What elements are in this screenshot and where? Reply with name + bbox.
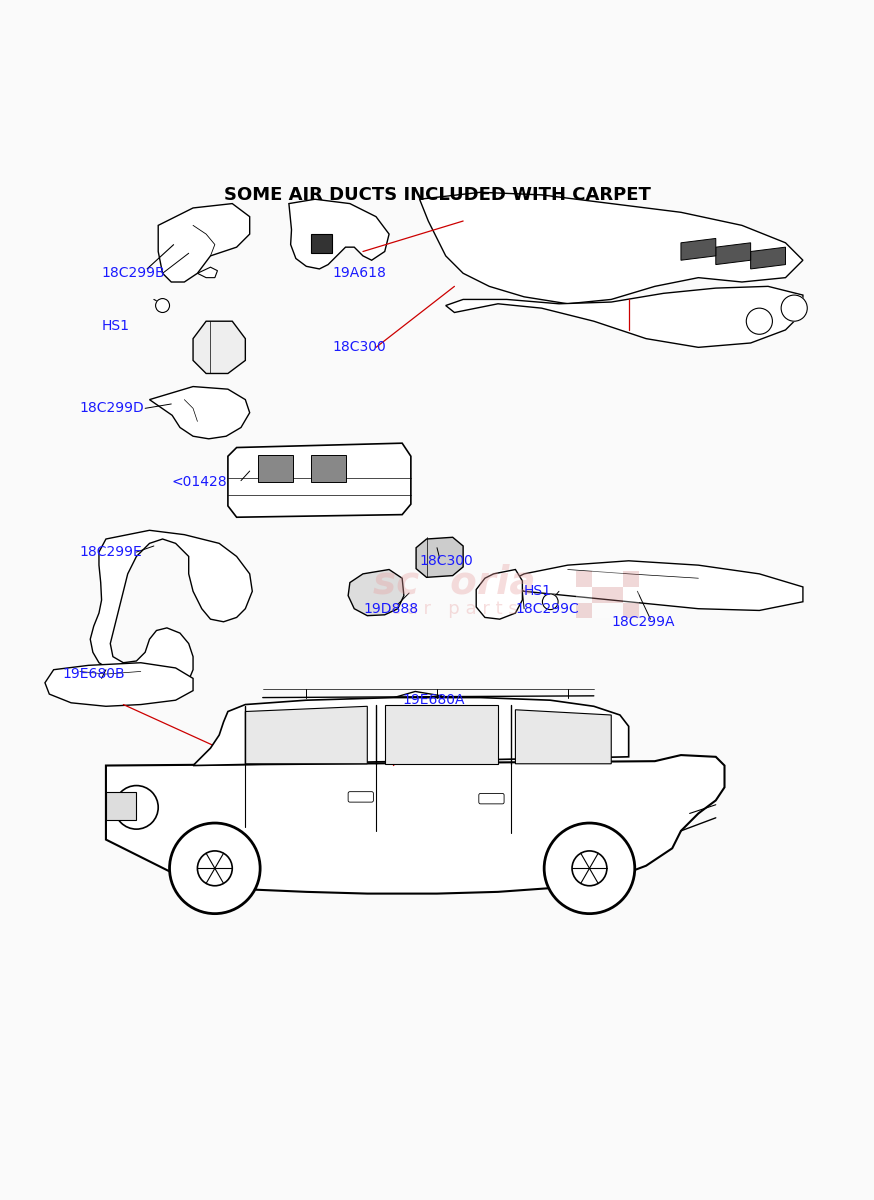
- Polygon shape: [289, 199, 389, 269]
- Circle shape: [156, 299, 170, 312]
- Text: 18C300: 18C300: [332, 341, 386, 354]
- FancyBboxPatch shape: [576, 587, 592, 602]
- FancyBboxPatch shape: [348, 792, 373, 802]
- Text: SOME AIR DUCTS INCLUDED WITH CARPET: SOME AIR DUCTS INCLUDED WITH CARPET: [224, 186, 650, 204]
- Text: 18C299B: 18C299B: [101, 266, 165, 281]
- Text: 19D888: 19D888: [363, 601, 418, 616]
- Text: 18C300: 18C300: [420, 553, 474, 568]
- Polygon shape: [348, 570, 404, 616]
- Circle shape: [545, 823, 635, 913]
- Text: 19A618: 19A618: [332, 266, 386, 281]
- Polygon shape: [106, 792, 136, 820]
- Circle shape: [170, 823, 260, 913]
- Text: c a r   p a r t s: c a r p a r t s: [391, 600, 517, 618]
- FancyBboxPatch shape: [576, 571, 592, 587]
- Polygon shape: [385, 704, 498, 763]
- Polygon shape: [716, 242, 751, 264]
- Text: 19E680A: 19E680A: [402, 694, 465, 707]
- FancyBboxPatch shape: [623, 587, 639, 602]
- FancyBboxPatch shape: [592, 602, 607, 618]
- Circle shape: [198, 851, 232, 886]
- Polygon shape: [228, 443, 411, 517]
- FancyBboxPatch shape: [576, 602, 592, 618]
- Polygon shape: [507, 560, 803, 611]
- Polygon shape: [751, 247, 786, 269]
- FancyBboxPatch shape: [607, 587, 623, 602]
- Polygon shape: [149, 386, 250, 439]
- Circle shape: [543, 594, 558, 610]
- Polygon shape: [476, 570, 523, 619]
- Text: HS1: HS1: [101, 318, 129, 332]
- Text: <01428: <01428: [171, 475, 227, 490]
- Polygon shape: [45, 662, 193, 707]
- Text: 19E680B: 19E680B: [62, 667, 125, 682]
- Polygon shape: [385, 691, 454, 736]
- Circle shape: [572, 851, 607, 886]
- Polygon shape: [193, 697, 628, 766]
- Polygon shape: [259, 455, 294, 482]
- Polygon shape: [106, 755, 725, 894]
- Polygon shape: [158, 204, 250, 282]
- FancyBboxPatch shape: [607, 602, 623, 618]
- Polygon shape: [681, 239, 716, 260]
- Polygon shape: [310, 234, 332, 253]
- FancyBboxPatch shape: [479, 793, 504, 804]
- Polygon shape: [193, 322, 246, 373]
- Text: 18C299A: 18C299A: [611, 614, 675, 629]
- Text: 18C299D: 18C299D: [80, 401, 144, 415]
- FancyBboxPatch shape: [607, 571, 623, 587]
- Circle shape: [114, 786, 158, 829]
- Text: sc    oria: sc oria: [373, 564, 536, 601]
- FancyBboxPatch shape: [592, 571, 607, 587]
- Polygon shape: [516, 709, 611, 763]
- FancyBboxPatch shape: [592, 587, 607, 602]
- Polygon shape: [446, 287, 803, 347]
- Circle shape: [781, 295, 808, 322]
- Text: 18C299C: 18C299C: [516, 601, 579, 616]
- Polygon shape: [310, 455, 345, 482]
- FancyBboxPatch shape: [623, 602, 639, 618]
- Text: 18C299E: 18C299E: [80, 545, 142, 559]
- FancyBboxPatch shape: [623, 571, 639, 587]
- Polygon shape: [416, 538, 463, 577]
- Polygon shape: [246, 707, 367, 763]
- Polygon shape: [90, 530, 253, 689]
- Circle shape: [746, 308, 773, 335]
- Polygon shape: [198, 268, 218, 277]
- Text: HS1: HS1: [524, 584, 552, 599]
- Polygon shape: [420, 192, 803, 304]
